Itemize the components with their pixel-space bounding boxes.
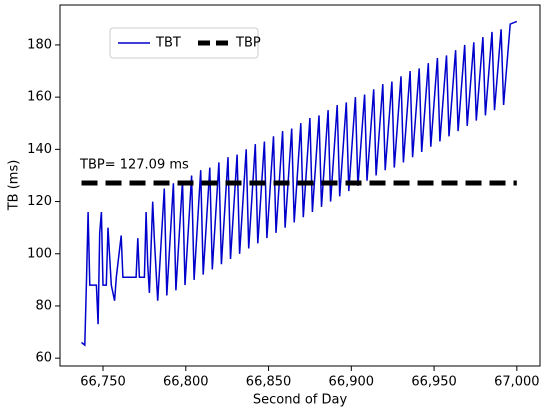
legend-box <box>109 27 259 59</box>
y-tick-label: 60 <box>35 351 52 366</box>
x-tick-label: 66,850 <box>246 375 292 390</box>
x-axis-label: Second of Day <box>253 393 348 408</box>
y-tick-label: 120 <box>27 194 52 209</box>
x-tick-label: 67,000 <box>494 375 540 390</box>
legend-label: TBP <box>235 36 261 51</box>
legend-label: TBT <box>155 36 181 51</box>
x-tick-label: 66,800 <box>163 375 209 390</box>
y-tick-label: 80 <box>35 298 52 313</box>
y-tick-label: 140 <box>27 142 52 157</box>
series-line <box>81 20 518 347</box>
y-tick-label: 160 <box>27 90 52 105</box>
y-axis-label: TB (ms) <box>7 160 22 212</box>
x-tick-label: 66,900 <box>329 375 375 390</box>
plot-frame <box>59 4 541 367</box>
x-tick-label: 66,750 <box>80 375 126 390</box>
y-tick-label: 180 <box>27 37 52 52</box>
y-tick-label: 100 <box>27 246 52 261</box>
x-tick-label: 66,950 <box>411 375 457 390</box>
annotation: TBP= 127.09 ms <box>79 158 189 173</box>
